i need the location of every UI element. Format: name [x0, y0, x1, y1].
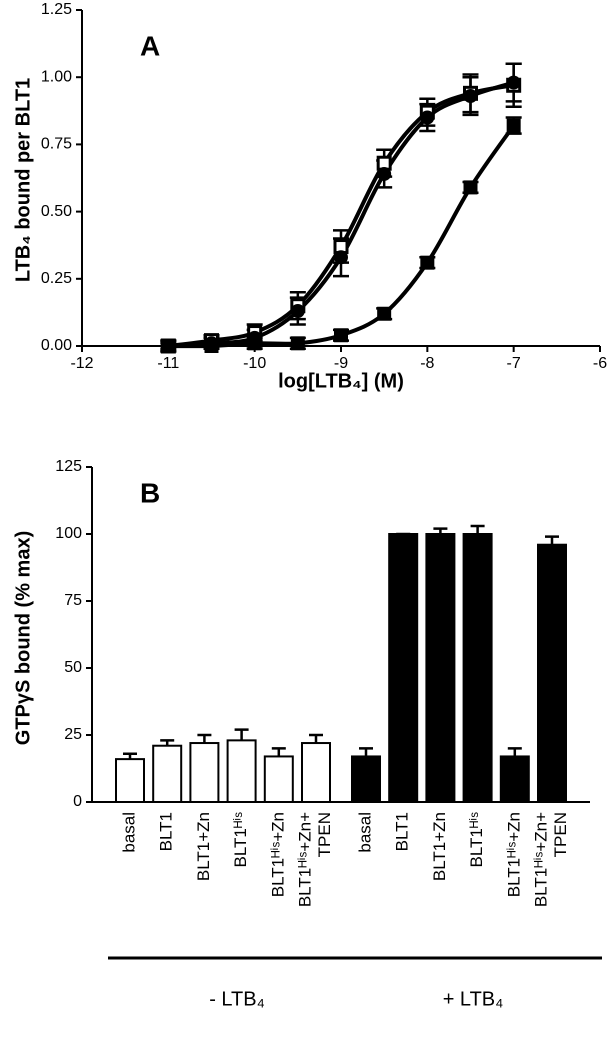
y-tick-label: 0 — [73, 793, 82, 810]
y-tick-label: 0.25 — [41, 270, 72, 287]
x-tick-label: basal — [355, 812, 374, 853]
x-tick-label: BLT1ᴴⁱˢ — [467, 812, 486, 868]
x-tick-label: BLT1+Zn — [194, 812, 213, 881]
bar — [388, 533, 419, 803]
x-tick-label: -7 — [507, 355, 521, 372]
marker — [290, 336, 305, 351]
y-axis-label: GTPγS bound (% max) — [12, 531, 34, 745]
x-tick-label: BLT1 — [157, 812, 176, 851]
marker — [506, 75, 521, 90]
marker — [204, 339, 219, 353]
x-tick-label: BLT1ᴴⁱˢ+Zn+TPEN — [296, 812, 335, 907]
x-tick-label: -8 — [420, 355, 434, 372]
y-tick-label: 25 — [64, 726, 82, 743]
marker — [506, 118, 521, 133]
bar — [462, 533, 493, 803]
x-tick-label: -12 — [70, 355, 93, 372]
bar — [226, 739, 257, 803]
x-tick-label: BLT1+Zn — [430, 812, 449, 881]
group-label: - LTB₄ — [209, 988, 265, 1010]
bar — [499, 755, 530, 804]
x-tick-label: -10 — [243, 355, 266, 372]
panel-label: B — [140, 477, 160, 508]
error-bar — [507, 747, 522, 757]
error-bar — [197, 733, 212, 744]
error-bar — [271, 747, 286, 757]
marker — [161, 339, 176, 353]
marker — [247, 336, 262, 351]
x-tick-label-line: TPEN — [316, 812, 335, 857]
error-bar — [470, 524, 485, 534]
marker — [334, 328, 348, 343]
error-bar — [309, 733, 323, 744]
x-tick-label: BLT1ᴴⁱˢ+Zn — [268, 812, 287, 897]
bar — [189, 742, 220, 803]
error-bar — [545, 535, 559, 545]
curve — [168, 83, 515, 348]
x-tick-label-line: TPEN — [552, 812, 571, 857]
y-tick-label: 1.00 — [41, 68, 72, 85]
panel-label: A — [140, 30, 160, 61]
y-axis-label: LTB₄ bound per BLT1 — [12, 78, 34, 282]
x-axis-label: log[LTB₄] (M) — [278, 370, 404, 392]
x-tick-label-line: BLT1ᴴⁱˢ+Zn+ — [532, 812, 551, 907]
x-tick-label: BLT1ᴴⁱˢ+Zn+TPEN — [532, 812, 571, 907]
marker — [463, 180, 478, 195]
bar — [351, 755, 381, 804]
marker — [420, 110, 435, 125]
y-tick-label: 75 — [64, 592, 82, 609]
curve — [168, 80, 515, 348]
y-tick-label: 100 — [55, 525, 82, 542]
y-tick-label: 1.25 — [41, 1, 72, 18]
marker — [420, 255, 435, 270]
bar — [115, 758, 145, 803]
group-label: + LTB₄ — [443, 988, 504, 1010]
x-tick-label: BLT1ᴴⁱˢ+Zn — [504, 812, 523, 897]
x-tick-label: BLT1 — [393, 812, 412, 851]
bar — [537, 543, 567, 803]
y-tick-label: 125 — [55, 458, 82, 475]
y-tick-label: 50 — [64, 659, 82, 676]
y-tick-label: 0.75 — [41, 136, 72, 153]
marker — [290, 304, 305, 319]
marker — [334, 250, 348, 265]
marker — [377, 166, 392, 181]
bar — [301, 742, 331, 803]
bar — [425, 533, 456, 803]
x-tick-label: -6 — [593, 355, 607, 372]
x-tick-label: basal — [119, 812, 138, 853]
marker — [463, 89, 478, 104]
error-bar — [359, 747, 373, 757]
y-tick-label: 0.00 — [41, 337, 72, 354]
x-tick-label: -11 — [157, 355, 179, 372]
x-tick-label-line: BLT1ᴴⁱˢ+Zn+ — [296, 812, 315, 907]
y-tick-label: 0.50 — [41, 203, 72, 220]
bar — [263, 755, 294, 804]
x-tick-label: -9 — [334, 355, 348, 372]
x-tick-label: BLT1ᴴⁱˢ — [231, 812, 250, 868]
marker — [377, 306, 392, 321]
error-bar — [234, 728, 249, 741]
bar — [152, 744, 183, 803]
